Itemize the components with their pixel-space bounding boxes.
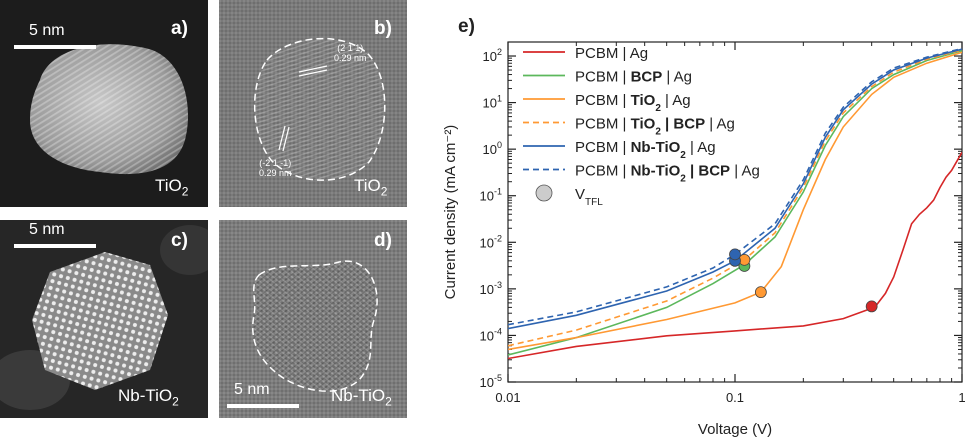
plane-index-2: (-2 1 -1) xyxy=(259,158,292,168)
scale-label-a: 5 nm xyxy=(29,22,65,39)
material-label-b: TiO2 xyxy=(354,176,388,199)
y-tick-label: 10-5 xyxy=(480,373,502,390)
scale-label-d: 5 nm xyxy=(234,381,270,398)
y-tick-label: 10-2 xyxy=(480,233,502,250)
jv-chart: 0.01 0.1 1 10-5 10-4 10-3 10-2 10-1 100 101 102 Vol… xyxy=(442,16,965,438)
y-tick-label: 10-4 xyxy=(480,326,502,343)
panel-c-nb-tio2-haadf-image: 5 nm c) Nb-TiO2 xyxy=(0,220,208,418)
y-tick-label: 100 xyxy=(483,140,502,157)
x-tick-label: 1 xyxy=(958,390,965,405)
series-line-5 xyxy=(508,48,962,330)
x-axis-label: Voltage (V) xyxy=(698,421,772,438)
y-tick-label: 102 xyxy=(483,47,502,64)
panel-b-tio2-hrtem-image: (2 1 1) 0.29 nm (-2 1 -1) 0.29 nm b) TiO… xyxy=(219,0,407,207)
panel-label-b: b) xyxy=(374,18,392,39)
x-tick-label: 0.01 xyxy=(495,390,520,405)
plane-spacing-1: 0.29 nm xyxy=(334,53,367,63)
legend-entry-4: PCBM | TiO2 | BCP | Ag xyxy=(575,116,735,138)
material-label-c: Nb-TiO2 xyxy=(118,386,179,409)
series-line-3 xyxy=(508,51,962,351)
panel-a-tio2-haadf-image: 5 nm a) TiO2 xyxy=(0,0,208,207)
scale-bar-c xyxy=(14,244,96,248)
vtfl-marker-1 xyxy=(865,300,878,313)
series-line-4 xyxy=(508,49,962,347)
scale-bar-d xyxy=(227,404,299,408)
legend-entry-1: PCBM | Ag xyxy=(575,45,648,62)
scale-label-c: 5 nm xyxy=(29,221,65,238)
series-line-6 xyxy=(508,47,962,326)
legend-entry-2: PCBM | BCP | Ag xyxy=(575,69,692,86)
x-tick-label: 0.1 xyxy=(726,390,744,405)
panel-label-c: c) xyxy=(171,230,188,251)
legend-entry-5: PCBM | Nb-TiO2 | Ag xyxy=(575,139,716,161)
material-label-d: Nb-TiO2 xyxy=(331,386,392,409)
y-tick-label: 101 xyxy=(483,94,502,111)
y-tick-label: 10-3 xyxy=(480,280,502,297)
plane-index-1: (2 1 1) xyxy=(337,43,364,53)
legend-entry-3: PCBM | TiO2 | Ag xyxy=(575,92,691,114)
lattice-annotation-2: (-2 1 -1) 0.29 nm xyxy=(259,158,292,178)
y-axis-label: Current density (mA cm⁻²) xyxy=(442,125,459,300)
panel-d-nb-tio2-hrtem-image: 5 nm d) Nb-TiO2 xyxy=(219,220,407,418)
panel-label-a: a) xyxy=(171,18,188,39)
plane-spacing-2: 0.29 nm xyxy=(259,168,292,178)
vtfl-marker-3 xyxy=(754,286,767,299)
scale-bar-a xyxy=(14,45,96,49)
legend-entry-6: PCBM | Nb-TiO2 | BCP | Ag xyxy=(575,163,760,185)
y-tick-label: 10-1 xyxy=(480,187,502,204)
panel-label-d: d) xyxy=(374,230,392,251)
series-line-2 xyxy=(508,49,962,356)
legend-marker-vtfl xyxy=(535,184,553,202)
material-label-a: TiO2 xyxy=(155,176,189,199)
lattice-annotation-1: (2 1 1) 0.29 nm xyxy=(334,43,367,63)
legend-entry-vtfl: VTFL xyxy=(575,186,603,208)
panel-label-e: e) xyxy=(458,16,475,37)
vtfl-marker-6 xyxy=(729,248,741,261)
series-line-1 xyxy=(508,151,962,360)
